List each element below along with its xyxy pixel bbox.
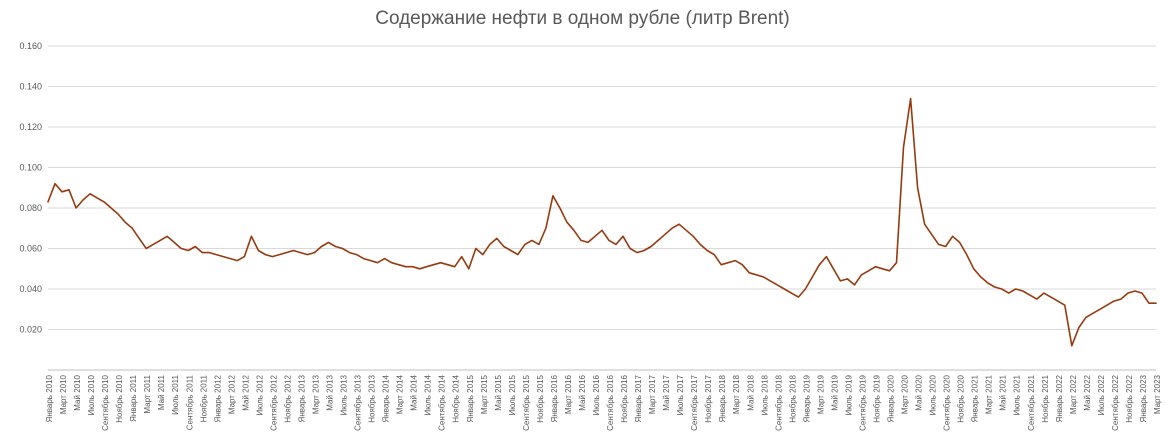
y-axis-tick-label: 0.140 — [19, 82, 42, 92]
x-axis-tick-label: Март 2013 — [311, 374, 320, 414]
x-axis-tick-label: Июль 2014 — [424, 374, 433, 415]
x-axis-tick-label: Июль 2013 — [340, 374, 349, 415]
x-axis-tick-label: Ноябрь 2017 — [704, 374, 713, 422]
x-axis-tick-label: Июль 2022 — [1097, 374, 1106, 415]
x-axis-tick-label: Март 2014 — [396, 374, 405, 414]
x-axis-tick-label: Май 2014 — [410, 374, 419, 410]
x-axis-tick-label: Март 2011 — [143, 374, 152, 413]
x-axis-tick-label: Ноябрь 2014 — [452, 374, 461, 422]
x-axis-tick-label: Сентябрь 2016 — [606, 374, 615, 430]
x-axis-tick-label: Январь 2010 — [45, 374, 54, 422]
x-axis-tick-label: Ноябрь 2011 — [199, 374, 208, 422]
x-axis-tick-label: Март 2018 — [732, 374, 741, 414]
x-axis-tick-label: Март 2016 — [564, 374, 573, 414]
y-axis-tick-label: 0.040 — [19, 284, 42, 294]
x-axis-tick-label: Сентябрь 2014 — [438, 374, 447, 430]
x-axis-tick-label: Май 2016 — [578, 374, 587, 410]
chart-title: Содержание нефти в одном рубле (литр Bre… — [375, 8, 790, 29]
x-axis-tick-label: Ноябрь 2022 — [1125, 374, 1134, 422]
x-axis-tick-label: Январь 2021 — [971, 374, 980, 422]
x-axis-tick-label: Май 2018 — [746, 374, 755, 410]
x-axis-tick-label: Май 2019 — [830, 374, 839, 410]
x-axis-tick-label: Ноябрь 2020 — [957, 374, 966, 422]
x-axis-tick-label: Январь 2014 — [382, 374, 391, 422]
x-axis-tick-label: Март 2012 — [227, 374, 236, 414]
x-axis-tick-label: Январь 2023 — [1139, 374, 1148, 422]
x-axis-tick-label: Июль 2010 — [87, 374, 96, 415]
y-axis-tick-label: 0.080 — [19, 203, 42, 213]
x-axis-tick-label: Сентябрь 2017 — [690, 374, 699, 430]
x-axis-tick-label: Январь 2017 — [634, 374, 643, 422]
x-axis-tick-label: Июль 2019 — [844, 374, 853, 415]
x-axis-tick-label: Ноябрь 2010 — [115, 374, 124, 422]
x-axis-tick-label: Июль 2015 — [508, 374, 517, 415]
x-axis-tick-label: Май 2012 — [241, 374, 250, 410]
x-axis-tick-label: Январь 2011 — [129, 374, 138, 421]
x-axis-tick-label: Май 2021 — [999, 374, 1008, 410]
y-axis-tick-label: 0.020 — [19, 325, 42, 335]
x-axis-tick-label: Сентябрь 2012 — [269, 374, 278, 430]
x-axis-tick-label: Январь 2020 — [887, 374, 896, 422]
x-axis-tick-label: Ноябрь 2019 — [872, 374, 881, 422]
x-axis-tick-label: Сентябрь 2022 — [1111, 374, 1120, 430]
x-axis-tick-label: Июль 2021 — [1013, 374, 1022, 415]
x-axis-tick-label: Март 2010 — [59, 374, 68, 414]
x-axis-tick-label: Сентябрь 2010 — [101, 374, 110, 430]
x-axis-tick-label: Ноябрь 2013 — [368, 374, 377, 422]
x-axis-tick-label: Сентябрь 2015 — [522, 374, 531, 430]
y-axis-tick-label: 0.100 — [19, 163, 42, 173]
x-axis-tick-label: Май 2022 — [1083, 374, 1092, 410]
x-axis-tick-label: Январь 2015 — [466, 374, 475, 422]
x-axis-tick-label: Май 2015 — [494, 374, 503, 410]
x-axis-tick-label: Сентябрь 2018 — [774, 374, 783, 430]
x-axis-tick-label: Июль 2020 — [929, 374, 938, 415]
x-axis-tick-label: Июль 2012 — [255, 374, 264, 415]
line-series — [47, 97, 1157, 347]
x-axis-tick-label: Сентябрь 2011 — [185, 374, 194, 430]
x-axis-tick-label: Январь 2018 — [718, 374, 727, 422]
x-axis-tick-label: Сентябрь 2021 — [1027, 374, 1036, 430]
x-axis-tick-label: Ноябрь 2012 — [283, 374, 292, 422]
x-axis-tick-label: Май 2010 — [73, 374, 82, 410]
x-axis-tick-label: Июль 2018 — [760, 374, 769, 415]
x-axis-tick-label: Ноябрь 2016 — [620, 374, 629, 422]
x-axis-tick-label: Январь 2016 — [550, 374, 559, 422]
x-axis-tick-label: Июль 2011 — [171, 374, 180, 414]
x-axis-tick-label: Март 2021 — [985, 374, 994, 414]
y-axis-tick-label: 0.160 — [19, 41, 42, 51]
x-axis-tick-label: Март 2023 — [1153, 374, 1162, 414]
x-axis-tick-label: Сентябрь 2019 — [858, 374, 867, 430]
x-axis-tick-label: Май 2017 — [662, 374, 671, 410]
x-axis-tick-label: Март 2020 — [901, 374, 910, 414]
x-axis-tick-label: Март 2017 — [648, 374, 657, 414]
x-axis-tick-label: Январь 2019 — [802, 374, 811, 422]
x-axis-tick-label: Ноябрь 2021 — [1041, 374, 1050, 422]
x-axis-tick-label: Май 2013 — [326, 374, 335, 410]
x-axis-tick-label: Сентябрь 2013 — [354, 374, 363, 430]
x-axis-tick-label: Январь 2013 — [297, 374, 306, 422]
x-axis-tick-label: Ноябрь 2015 — [536, 374, 545, 422]
y-axis-tick-label: 0.120 — [19, 122, 42, 132]
x-axis-tick-label: Май 2020 — [915, 374, 924, 410]
x-axis-tick-label: Июль 2016 — [592, 374, 601, 415]
x-axis-tick-label: Март 2015 — [480, 374, 489, 414]
x-axis-tick-label: Март 2022 — [1069, 374, 1078, 414]
x-axis-tick-label: Март 2019 — [816, 374, 825, 414]
x-axis-tick-label: Ноябрь 2018 — [788, 374, 797, 422]
x-axis-tick-label: Январь 2012 — [213, 374, 222, 422]
x-axis-tick-label: Май 2011 — [157, 374, 166, 410]
x-axis-tick-label: Июль 2017 — [676, 374, 685, 415]
x-axis-tick-label: Январь 2022 — [1055, 374, 1064, 422]
x-axis-tick-label: Сентябрь 2020 — [943, 374, 952, 430]
y-axis-tick-label: 0.060 — [19, 244, 42, 254]
